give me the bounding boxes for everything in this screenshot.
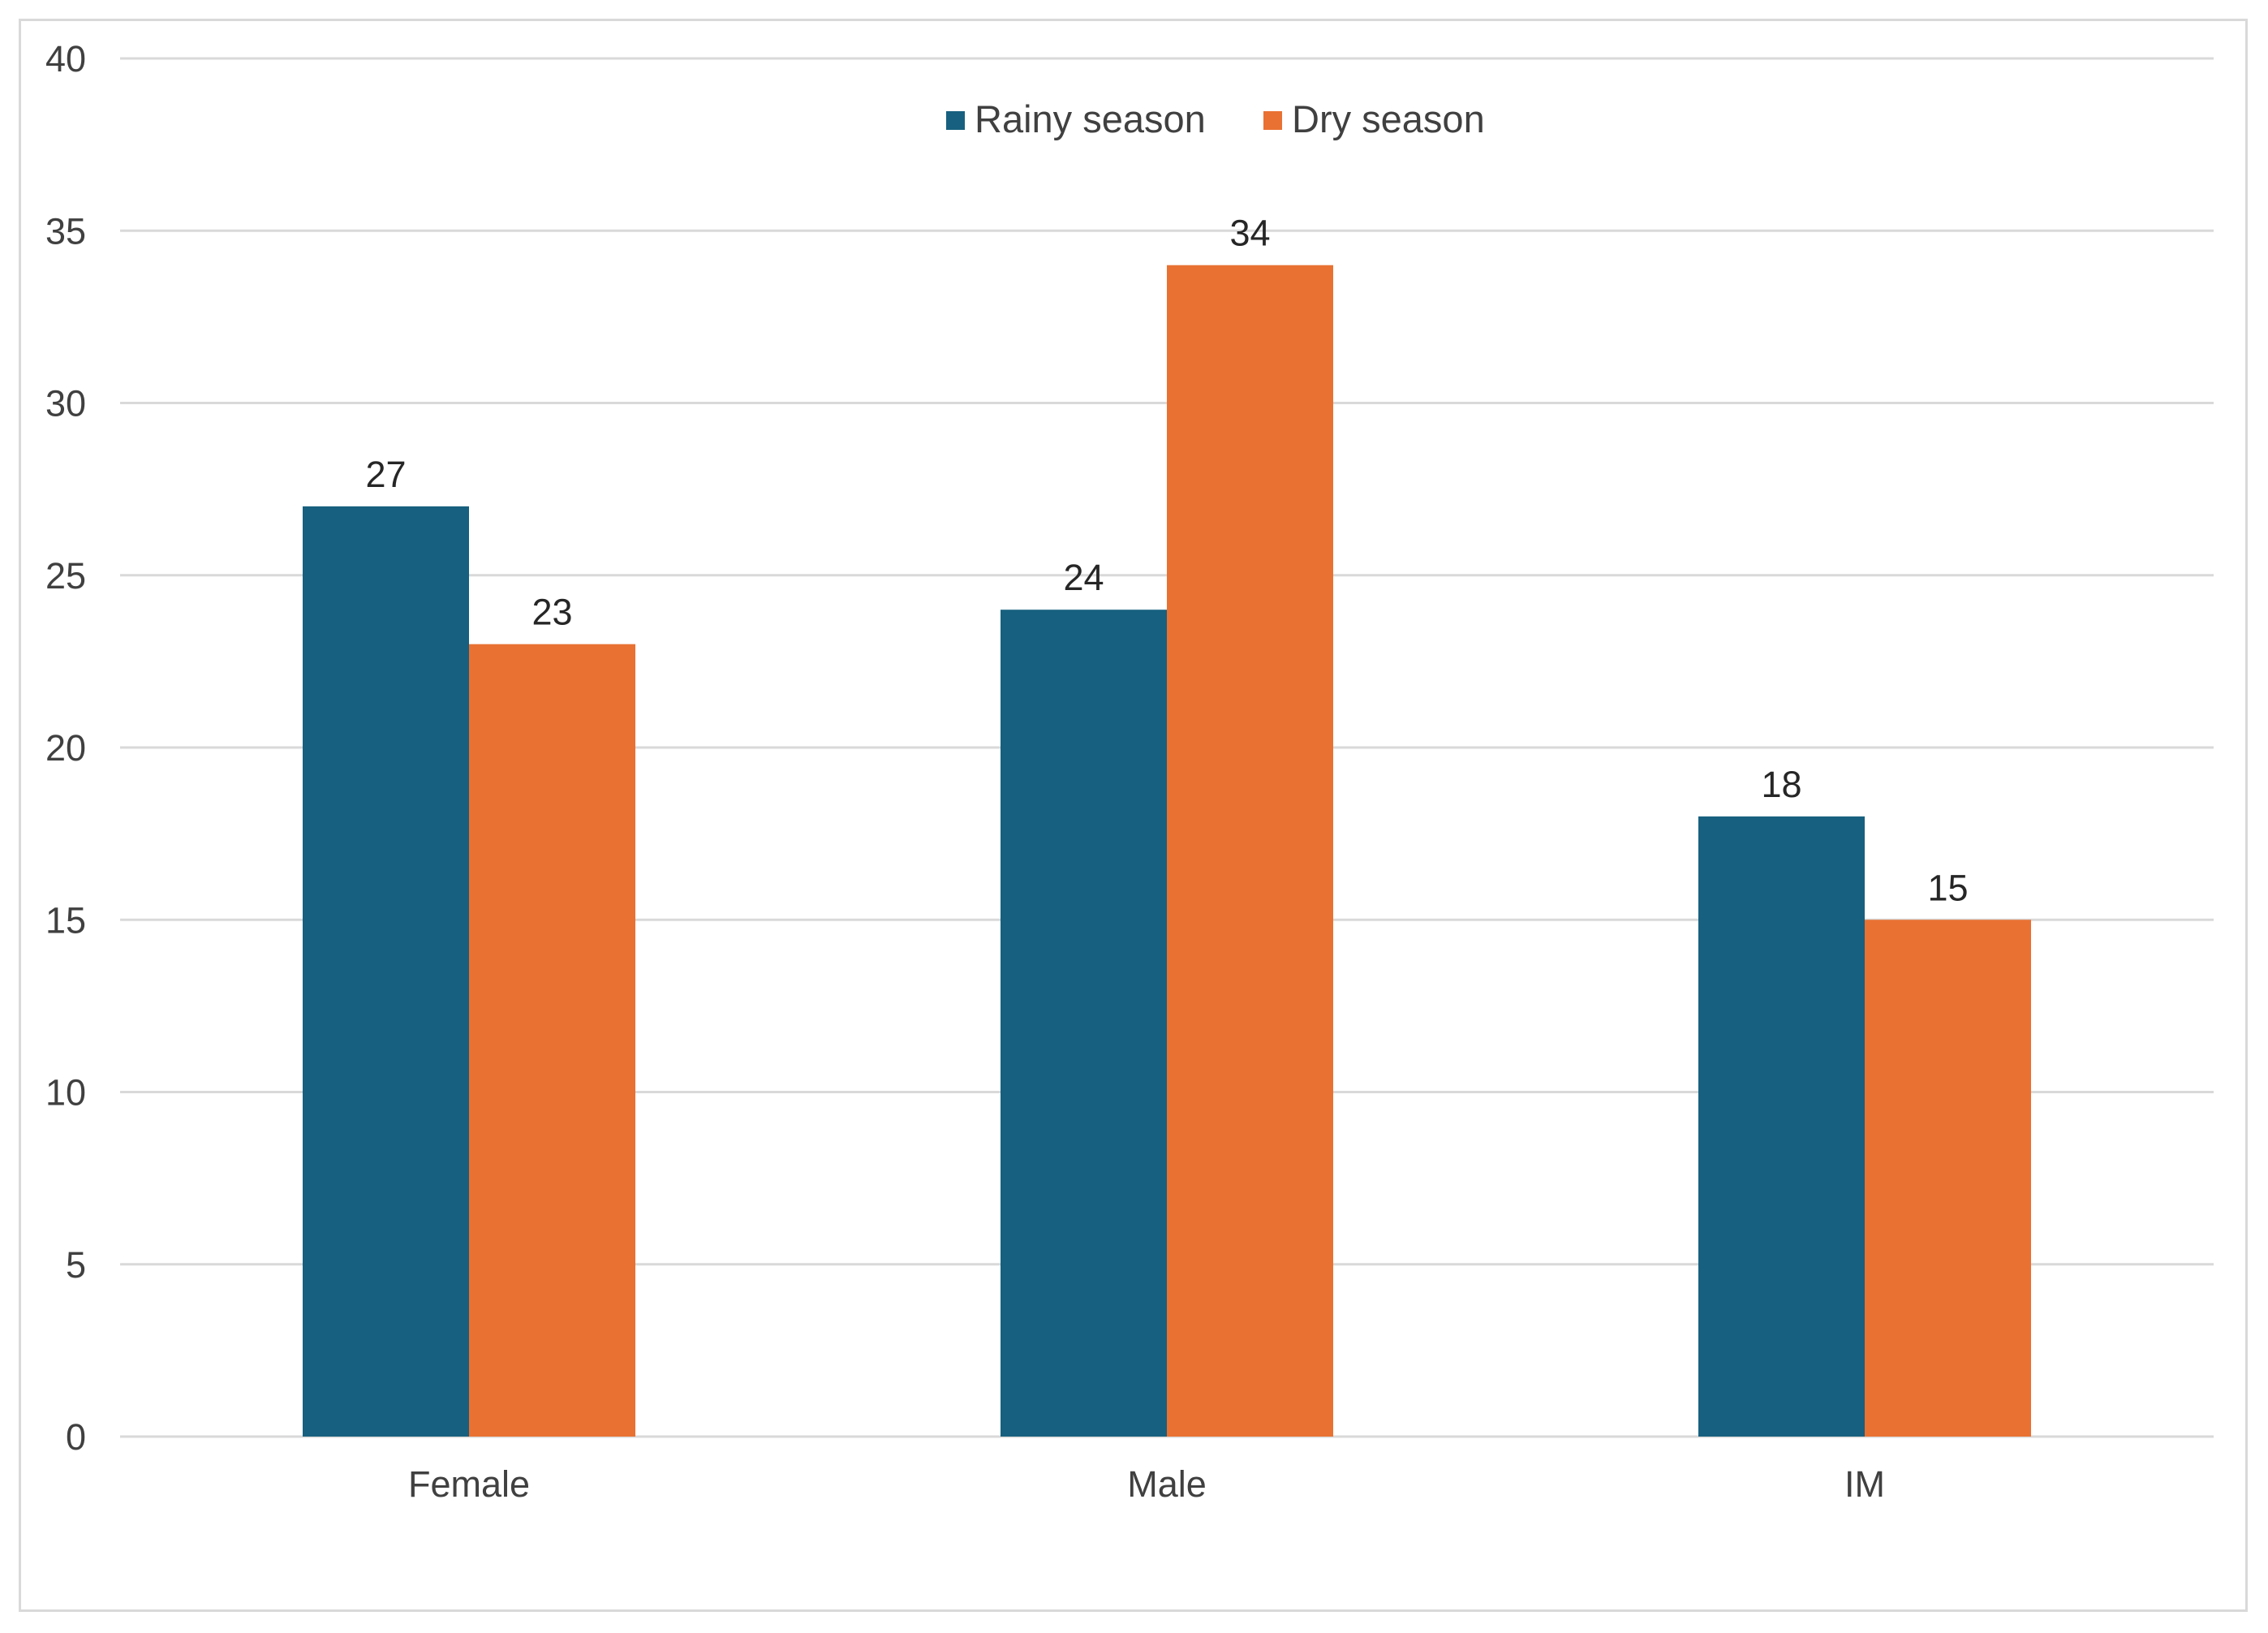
y-axis-ticks: 0 5 10 15 20 25 30 35 40 xyxy=(45,38,86,1458)
legend-swatch xyxy=(1263,111,1282,130)
data-label: 23 xyxy=(531,592,572,633)
legend-label: Rainy season xyxy=(975,97,1206,140)
data-label: 24 xyxy=(1063,557,1104,598)
bar-rainy-season-female xyxy=(303,506,469,1437)
bar-rainy-season-male xyxy=(1001,610,1167,1437)
category-label: Female xyxy=(408,1463,530,1505)
y-tick-label: 10 xyxy=(45,1072,86,1114)
y-tick-label: 30 xyxy=(45,383,86,424)
bar-dry-season-im xyxy=(1865,920,2031,1437)
legend-label: Dry season xyxy=(1292,97,1485,140)
y-tick-label: 25 xyxy=(45,555,86,597)
y-tick-label: 0 xyxy=(66,1416,86,1458)
y-tick-label: 40 xyxy=(45,38,86,80)
data-labels: 27 23 24 34 18 15 xyxy=(365,213,1968,909)
category-label: IM xyxy=(1844,1463,1885,1505)
y-tick-label: 20 xyxy=(45,727,86,769)
data-label: 18 xyxy=(1761,764,1801,805)
category-label: Male xyxy=(1127,1463,1207,1505)
bar-dry-season-male xyxy=(1167,265,1333,1437)
bar-dry-season-female xyxy=(469,644,635,1437)
bar-rainy-season-im xyxy=(1698,816,1865,1437)
legend: Rainy season Dry season xyxy=(946,97,1485,140)
x-axis-categories: Female Male IM xyxy=(408,1463,1885,1505)
y-tick-label: 15 xyxy=(45,899,86,941)
data-label: 34 xyxy=(1229,213,1270,254)
bars xyxy=(303,265,2031,1437)
data-label: 27 xyxy=(365,454,406,495)
y-tick-label: 5 xyxy=(66,1244,86,1286)
y-tick-label: 35 xyxy=(45,210,86,252)
legend-swatch xyxy=(946,111,965,130)
data-label: 15 xyxy=(1927,867,1968,908)
